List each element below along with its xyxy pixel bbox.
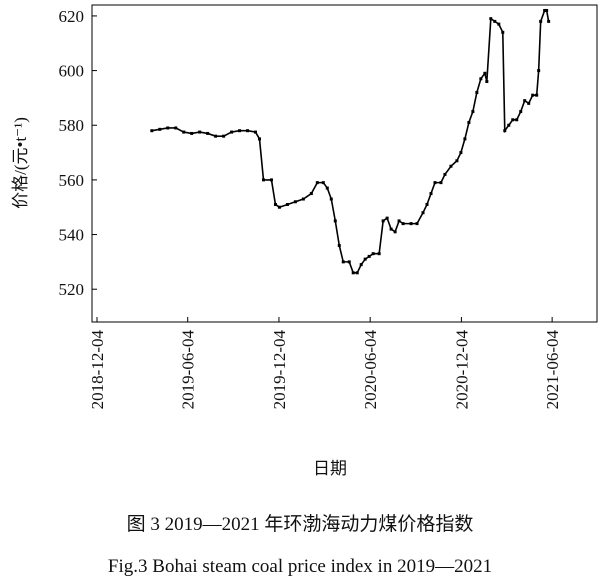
point-marker bbox=[230, 130, 234, 134]
point-marker bbox=[337, 243, 341, 247]
point-marker bbox=[439, 181, 443, 185]
y-tick-label: 540 bbox=[59, 226, 85, 245]
point-marker bbox=[285, 202, 289, 206]
point-marker bbox=[489, 17, 493, 21]
point-marker bbox=[222, 134, 226, 138]
point-marker bbox=[415, 222, 419, 226]
y-tick-label: 600 bbox=[59, 62, 85, 81]
x-tick-label: 2020-12-04 bbox=[452, 330, 471, 410]
x-tick-label: 2019-06-04 bbox=[179, 330, 198, 410]
point-marker bbox=[421, 211, 425, 215]
x-tick-label: 2019-12-04 bbox=[270, 330, 289, 410]
y-tick-label: 580 bbox=[59, 116, 85, 135]
point-marker bbox=[463, 137, 467, 141]
point-marker bbox=[246, 129, 250, 133]
point-marker bbox=[497, 22, 501, 26]
point-marker bbox=[479, 77, 483, 81]
x-tick-label: 2018-12-04 bbox=[88, 330, 107, 410]
point-marker bbox=[377, 252, 381, 256]
y-axis-label: 价格/(元•t⁻¹) bbox=[11, 117, 30, 209]
point-marker bbox=[309, 192, 313, 196]
point-marker bbox=[429, 192, 433, 196]
y-tick-label: 620 bbox=[59, 7, 85, 26]
x-tick-label: 2020-06-04 bbox=[361, 330, 380, 410]
x-axis-label: 日期 bbox=[313, 459, 347, 478]
point-marker bbox=[182, 130, 186, 134]
point-marker bbox=[277, 205, 281, 209]
point-marker bbox=[341, 260, 345, 264]
point-marker bbox=[539, 19, 543, 23]
point-marker bbox=[371, 252, 375, 256]
point-marker bbox=[363, 257, 367, 261]
point-marker bbox=[206, 131, 210, 135]
point-marker bbox=[449, 164, 453, 168]
point-marker bbox=[293, 200, 297, 204]
point-marker bbox=[150, 129, 154, 133]
point-marker bbox=[301, 197, 305, 201]
point-marker bbox=[385, 216, 389, 220]
plot-frame bbox=[91, 4, 598, 323]
point-marker bbox=[261, 178, 265, 182]
point-marker bbox=[507, 123, 511, 127]
point-marker bbox=[198, 130, 202, 134]
caption-en: Fig.3 Bohai steam coal price index in 20… bbox=[108, 556, 492, 577]
caption-cn: 图 3 2019—2021 年环渤海动力煤价格指数 bbox=[127, 513, 474, 535]
price-line bbox=[151, 9, 550, 274]
point-marker bbox=[543, 8, 547, 12]
point-marker bbox=[547, 19, 551, 23]
point-marker bbox=[315, 181, 319, 185]
point-marker bbox=[359, 263, 363, 267]
point-marker bbox=[254, 130, 258, 134]
point-marker bbox=[321, 181, 325, 185]
point-marker bbox=[467, 121, 471, 125]
point-marker bbox=[425, 202, 429, 206]
point-marker bbox=[174, 126, 178, 130]
point-marker bbox=[493, 19, 497, 23]
point-marker bbox=[471, 110, 475, 114]
point-marker bbox=[535, 93, 539, 97]
point-marker bbox=[475, 90, 479, 94]
x-tick-label: 2021-06-04 bbox=[543, 330, 562, 410]
point-marker bbox=[381, 219, 385, 223]
point-marker bbox=[483, 71, 487, 75]
point-marker bbox=[190, 131, 194, 135]
point-marker bbox=[443, 172, 447, 176]
point-marker bbox=[333, 219, 337, 223]
point-marker bbox=[511, 118, 515, 122]
point-marker bbox=[537, 69, 541, 73]
y-tick-label: 520 bbox=[59, 280, 85, 299]
point-marker bbox=[433, 181, 437, 185]
point-marker bbox=[501, 30, 505, 34]
point-marker bbox=[523, 99, 527, 103]
point-marker bbox=[401, 222, 405, 226]
y-tick-label: 560 bbox=[59, 171, 85, 190]
point-marker bbox=[367, 254, 371, 258]
point-marker bbox=[455, 159, 459, 163]
point-marker bbox=[325, 186, 329, 190]
point-marker bbox=[519, 110, 523, 114]
point-marker bbox=[258, 137, 262, 141]
point-marker bbox=[269, 178, 273, 182]
point-marker bbox=[545, 8, 549, 12]
point-marker bbox=[531, 93, 535, 97]
point-marker bbox=[273, 202, 277, 206]
point-marker bbox=[355, 271, 359, 275]
point-marker bbox=[329, 197, 333, 201]
point-marker bbox=[166, 126, 170, 130]
point-marker bbox=[214, 134, 218, 138]
point-marker bbox=[409, 222, 413, 226]
point-marker bbox=[238, 129, 242, 133]
point-marker bbox=[515, 118, 519, 122]
point-marker bbox=[158, 127, 162, 131]
point-marker bbox=[459, 151, 463, 155]
point-marker bbox=[351, 271, 355, 275]
point-marker bbox=[503, 129, 507, 133]
point-marker bbox=[485, 80, 489, 84]
point-marker bbox=[347, 260, 351, 264]
point-marker bbox=[389, 227, 393, 231]
point-marker bbox=[397, 219, 401, 223]
point-marker bbox=[527, 101, 531, 105]
point-marker bbox=[393, 230, 397, 234]
